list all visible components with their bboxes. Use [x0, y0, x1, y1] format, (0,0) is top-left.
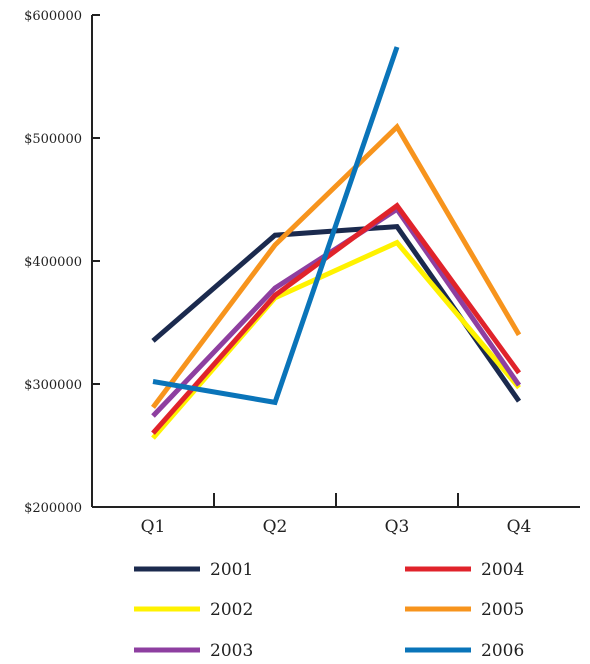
y-tick-label: $300000	[24, 378, 82, 393]
y-tick-label: $500000	[24, 132, 82, 147]
legend-label-2001: 2001	[210, 560, 253, 580]
x-tick-label: Q2	[263, 517, 288, 537]
x-tick-label: Q1	[141, 517, 166, 537]
legend-label-2003: 2003	[210, 641, 253, 661]
x-tick-label: Q4	[507, 517, 532, 537]
legend-label-2005: 2005	[481, 600, 524, 620]
y-tick-label: $400000	[24, 255, 82, 270]
series-lines	[151, 46, 522, 440]
series-line-2005	[151, 122, 522, 409]
axes: $200000 $300000 $400000 $500000 $600000 Q1 Q2 Q…	[24, 9, 580, 537]
legend: 2001 2002 2003 2004 2005 2006	[134, 560, 524, 661]
legend-label-2004: 2004	[481, 560, 524, 580]
legend-label-2002: 2002	[210, 600, 253, 620]
legend-label-2006: 2006	[481, 641, 524, 661]
x-tick-label: Q3	[385, 517, 410, 537]
y-tick-label: $600000	[24, 9, 82, 24]
series-line-2004	[151, 202, 522, 435]
y-tick-label: $200000	[24, 501, 82, 516]
series-line-2006	[152, 46, 400, 406]
series-line-2002	[151, 239, 521, 440]
